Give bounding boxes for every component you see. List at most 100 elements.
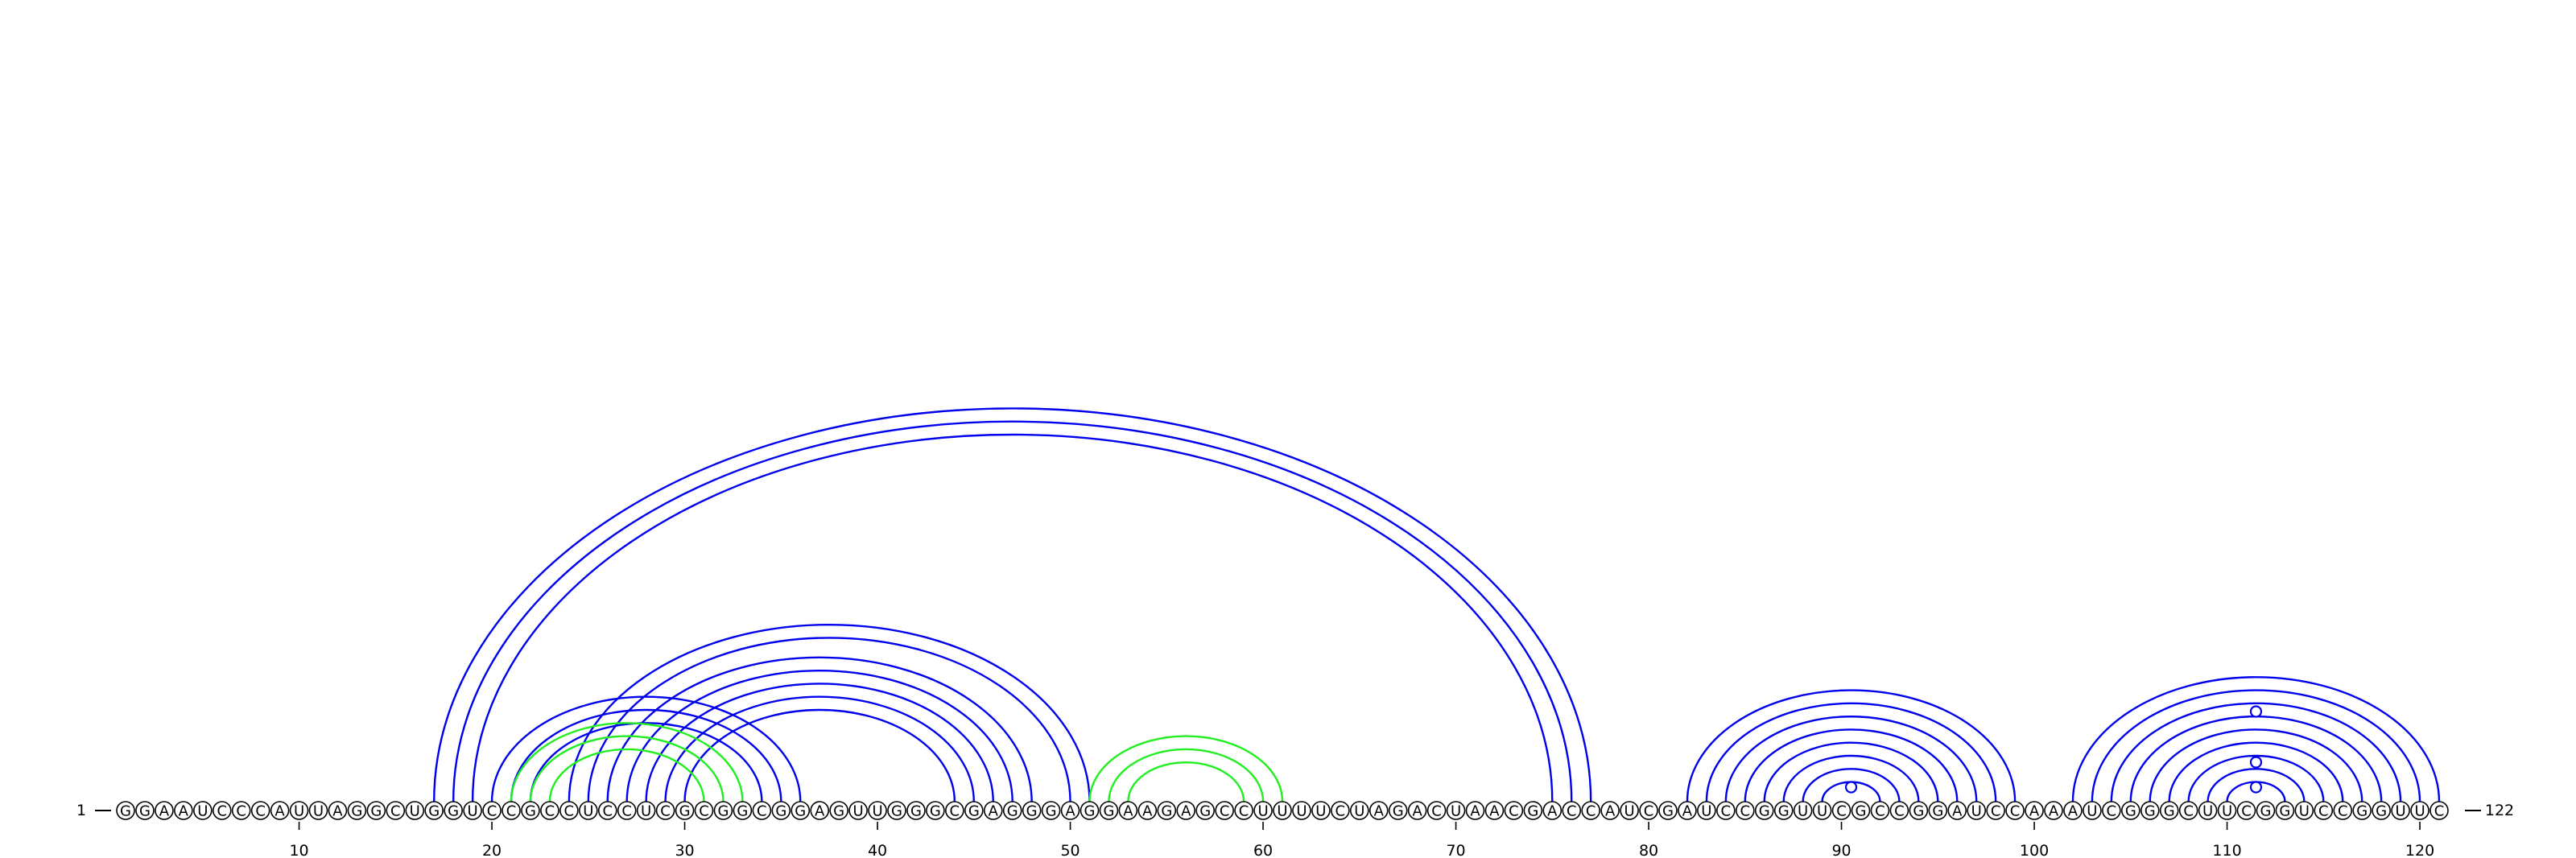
nucleotide-node: [1311, 801, 1331, 820]
arc-blue-87-94: [1782, 754, 1920, 802]
axis-tick-label: 50: [1060, 842, 1080, 858]
axis-tick-label: 90: [1831, 842, 1851, 858]
nucleotide-node: [771, 801, 791, 820]
nucleotide-node: [1137, 801, 1158, 820]
nucleotide-letter: G: [1103, 803, 1114, 820]
nucleotide-letter: A: [1065, 803, 1075, 820]
nucleotide-node: [964, 801, 984, 820]
nucleotide-node: [1234, 801, 1253, 820]
nucleotide-letter: G: [1046, 803, 1057, 820]
nucleotide-node: [733, 801, 753, 820]
nucleotide-letter: C: [2183, 803, 2194, 820]
arc-blue-17-77: [433, 407, 1592, 802]
nucleotide-letter: G: [448, 803, 459, 820]
nucleotide-letter: U: [294, 803, 304, 820]
nucleotide-node: [983, 801, 1003, 820]
arc-blue-82-99: [1686, 689, 2017, 802]
nucleotide-node: [2314, 801, 2334, 820]
nucleotide-node: [174, 801, 193, 820]
nucleotide-letter: G: [1778, 803, 1790, 820]
nucleotide-letter: A: [1547, 803, 1558, 820]
nucleotide-letter: A: [275, 803, 285, 820]
nucleotide-letter: A: [1374, 803, 1385, 820]
nucleotide-letter: C: [236, 803, 246, 820]
arc-blue-20-36: [490, 695, 802, 802]
nucleotide-letter: U: [2396, 803, 2406, 820]
nucleotide-letter: G: [370, 803, 382, 820]
nucleotide-letter: G: [351, 803, 362, 820]
arc-blue-85-96: [1744, 728, 1959, 802]
nucleotide-node: [347, 801, 367, 820]
nucleotide-letter: G: [679, 803, 691, 820]
nucleotide-letter: A: [159, 803, 170, 820]
nucleotide-letter: G: [930, 803, 941, 820]
nucleotide-node: [2256, 801, 2276, 820]
nucleotide-letter: C: [950, 803, 960, 820]
nucleotide-letter: C: [1991, 803, 2001, 820]
arc-blue-102-121: [2071, 676, 2441, 802]
nucleotide-node: [270, 801, 290, 820]
nucleotide-node: [791, 801, 811, 820]
loop-marker: [2249, 705, 2263, 718]
nucleotide-node: [1041, 801, 1061, 820]
nucleotide-letter: U: [468, 803, 478, 820]
nucleotide-letter: U: [641, 803, 651, 820]
arc-blue-83-98: [1705, 702, 1997, 802]
nucleotide-letter: C: [564, 803, 575, 820]
nucleotide-node: [1331, 801, 1350, 820]
nucleotide-letter: U: [1257, 803, 1268, 820]
nucleotide-letter: G: [1913, 803, 1924, 820]
nucleotide-letter: A: [1952, 803, 1963, 820]
nucleotide-node: [848, 801, 868, 820]
nucleotide-letter: C: [660, 803, 671, 820]
nucleotide-letter: A: [2029, 803, 2040, 820]
arc-blue-30-44: [683, 708, 956, 802]
nucleotide-node: [1388, 801, 1408, 820]
nucleotide-letter: G: [120, 803, 131, 820]
nucleotide-node: [1620, 801, 1639, 820]
nucleotide-node: [655, 801, 675, 820]
nucleotide-letter: U: [1798, 803, 1808, 820]
nucleotide-letter: G: [1759, 803, 1770, 820]
nucleotide-letter: C: [2010, 803, 2021, 820]
nucleotide-node: [1253, 801, 1273, 820]
nucleotide-node: [1504, 801, 1524, 820]
nucleotide-node: [752, 801, 772, 820]
nucleotide-letter: U: [410, 803, 420, 820]
nucleotide-letter: G: [2279, 803, 2290, 820]
nucleotide-node: [1118, 801, 1138, 820]
nucleotide-node: [578, 801, 598, 820]
nucleotide-letter: C: [2107, 803, 2117, 820]
nucleotide-node: [1793, 801, 1813, 820]
nucleotide-node: [289, 801, 309, 820]
arc-green-53-59: [1127, 761, 1245, 802]
nucleotide-node: [1678, 801, 1697, 820]
nucleotide-node: [1928, 801, 1948, 820]
nucleotide-letter: G: [795, 803, 806, 820]
arc-green-22-32: [529, 735, 724, 802]
nucleotide-node: [1523, 801, 1543, 820]
nucleotide-letter: C: [621, 803, 632, 820]
nucleotide-node: [2352, 801, 2372, 820]
nucleotide-letter: C: [757, 803, 767, 820]
nucleotide-node: [2391, 801, 2410, 820]
nucleotide-letter: G: [1856, 803, 1867, 820]
arc-blue-88-93: [1802, 768, 1901, 802]
nucleotide-letter: G: [2376, 803, 2387, 820]
nucleotide-node: [1060, 801, 1080, 820]
nucleotide-node: [713, 801, 733, 820]
nucleotide-letter: A: [1682, 803, 1693, 820]
nucleotide-node: [2044, 801, 2063, 820]
nucleotide-letter: C: [1740, 803, 1751, 820]
nucleotide-node: [2159, 801, 2179, 820]
nucleotide-letter: A: [989, 803, 999, 820]
nucleotide-letter: C: [1431, 803, 1442, 820]
nucleotide-node: [1909, 801, 1929, 820]
nucleotide-letter: C: [1721, 803, 1732, 820]
nucleotide-node: [1773, 801, 1794, 820]
loop-marker: [2249, 756, 2263, 769]
nucleotide-node: [1716, 801, 1736, 820]
nucleotide-letter: A: [1181, 803, 1191, 820]
nucleotide-letter: C: [1836, 803, 1847, 820]
arc-blue-106-117: [2149, 728, 2363, 802]
